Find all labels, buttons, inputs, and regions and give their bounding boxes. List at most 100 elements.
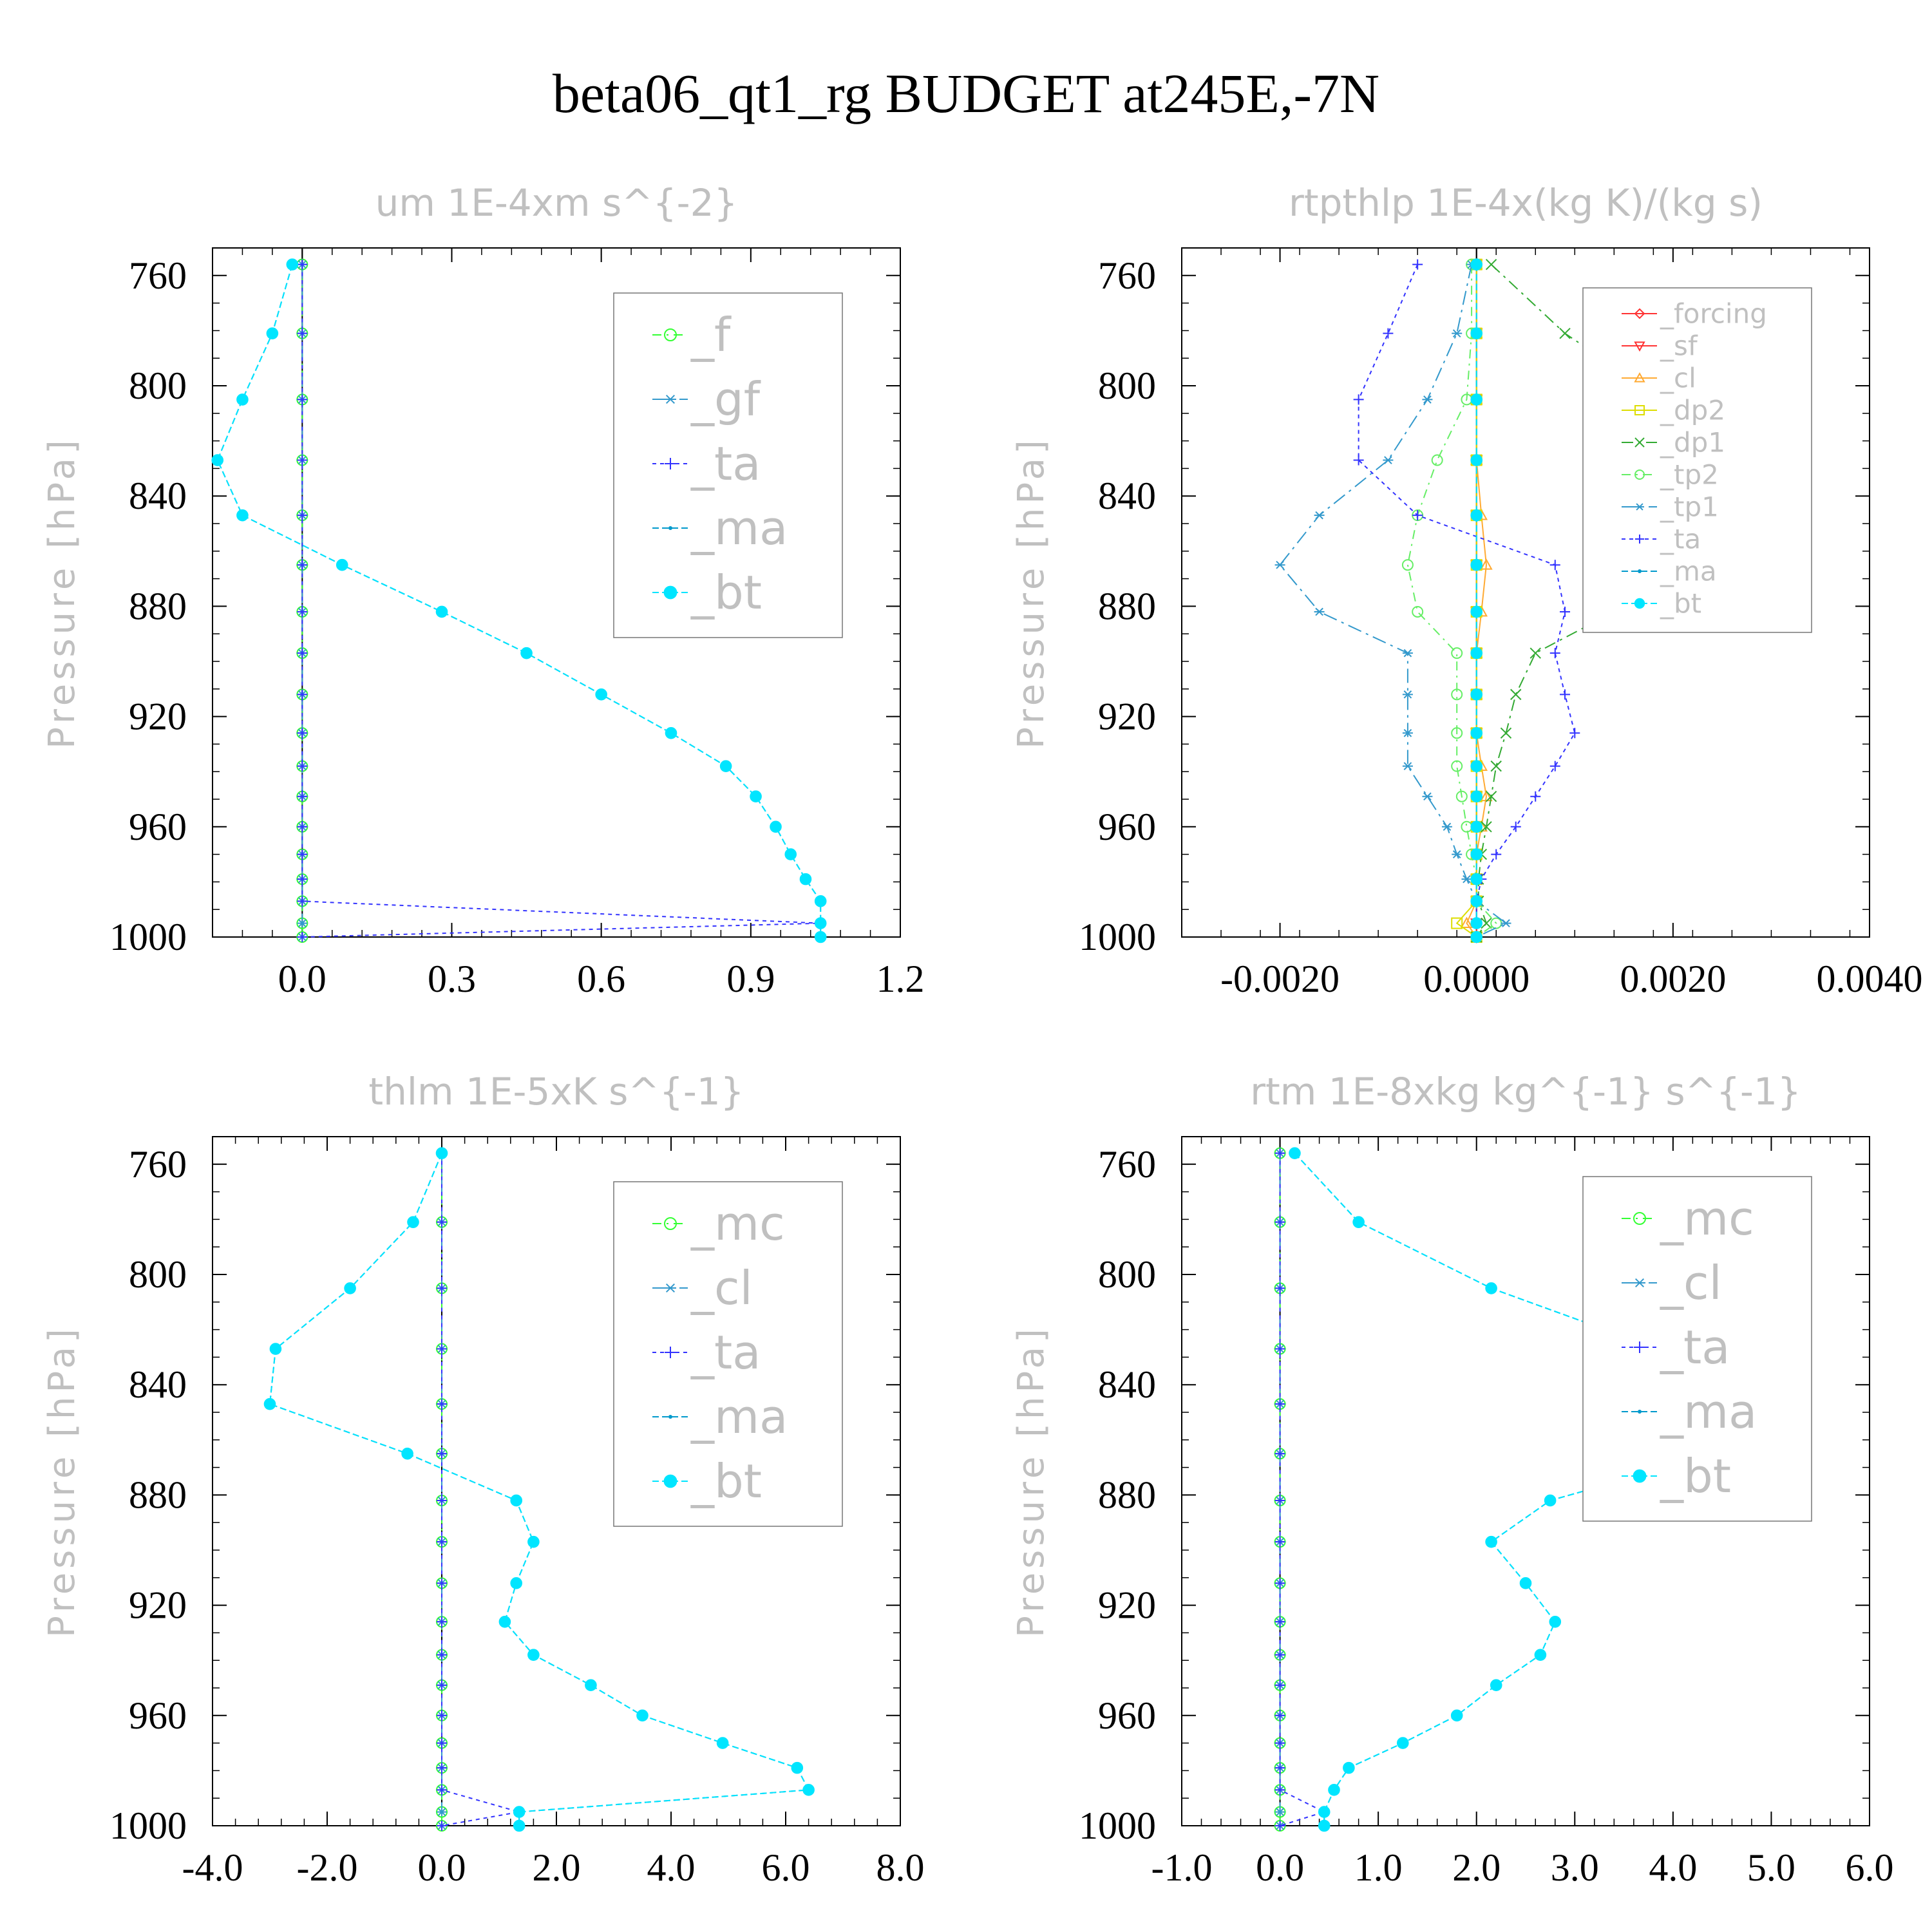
data-point [437, 1738, 447, 1748]
y-tick-label: 960 [129, 1694, 187, 1737]
data-point [297, 510, 308, 521]
data-point [1441, 822, 1452, 831]
data-point [1328, 1784, 1340, 1796]
data-point [1470, 509, 1483, 522]
legend-marker [665, 1347, 676, 1358]
data-point [1510, 688, 1522, 701]
data-point [770, 820, 782, 833]
data-point [1490, 1679, 1502, 1692]
data-point [236, 509, 249, 522]
legend-marker [663, 585, 677, 600]
y-tick-label: 1000 [109, 916, 187, 958]
x-tick-label: 0.9 [726, 958, 775, 1000]
y-tick-label: 920 [129, 696, 187, 738]
data-point [437, 1578, 447, 1589]
x-tick-label: 0.0 [1256, 1846, 1304, 1889]
series-line-tp1 [1279, 264, 1508, 938]
legend-label: _mc [690, 1197, 785, 1251]
data-point [1500, 727, 1512, 739]
data-point [1559, 327, 1571, 339]
y-tick-label: 1000 [1079, 916, 1156, 958]
data-point [527, 1649, 540, 1661]
legend-marker [664, 328, 677, 341]
legend-label: _ta [690, 1325, 761, 1379]
legend-marker [1633, 1212, 1646, 1225]
data-point [814, 931, 827, 943]
x-tick-label: 3.0 [1551, 1846, 1599, 1889]
data-point [236, 393, 249, 406]
data-point [1402, 649, 1413, 658]
data-point [437, 1217, 447, 1227]
legend-marker [1634, 598, 1645, 609]
y-axis-label: Pressure [hPa] [1010, 436, 1052, 749]
data-point [437, 1785, 447, 1795]
legend-marker [665, 458, 676, 469]
data-point [1470, 327, 1483, 339]
data-point [1470, 558, 1483, 571]
data-point [527, 1535, 540, 1548]
legend-marker [1635, 503, 1644, 511]
data-point [1274, 1217, 1285, 1227]
data-point [1352, 1216, 1365, 1228]
data-point [1353, 394, 1364, 405]
data-point [1412, 605, 1424, 618]
y-tick-label: 960 [129, 806, 187, 848]
data-point [1470, 917, 1483, 929]
x-tick-label: 6.0 [762, 1846, 810, 1889]
data-point [1314, 607, 1325, 616]
data-point [1470, 393, 1483, 406]
x-tick-label: 6.0 [1846, 1846, 1894, 1889]
data-point [1274, 1680, 1285, 1690]
data-point [297, 560, 308, 571]
data-point [1289, 1147, 1301, 1159]
y-tick-label: 800 [1098, 1253, 1156, 1296]
data-point [513, 1806, 526, 1818]
chart-panel-3: thlm 1E-5xK s^{-1} Pressure [hPa] 760 800 84… [41, 1070, 925, 1889]
legend-marker [1635, 535, 1644, 544]
y-tick-label: 1000 [109, 1804, 187, 1847]
legend-label: _cl [690, 1261, 753, 1315]
data-point [1470, 726, 1483, 739]
figure-title: beta06_qt1_rg BUDGET at245E,-7N [552, 62, 1380, 124]
y-tick-label: 880 [129, 585, 187, 627]
data-point [1530, 647, 1541, 659]
data-point [1480, 558, 1493, 570]
plot-frame [1181, 247, 1870, 938]
data-point [510, 1494, 523, 1507]
data-point [1470, 647, 1483, 659]
legend-label: _bt [1660, 588, 1701, 620]
data-point [297, 849, 308, 860]
chart-panel-2: rtpthlp 1E-4x(kg K)/(kg s) Pressure [hPa]… [1010, 181, 1923, 1000]
data-point [263, 1397, 276, 1410]
data-point [1485, 791, 1497, 802]
panel-title: rtpthlp 1E-4x(kg K)/(kg s) [1289, 181, 1763, 225]
data-point [1490, 760, 1502, 772]
data-point [1314, 511, 1325, 520]
data-point [665, 726, 677, 739]
data-point [784, 848, 797, 860]
data-point [1519, 1577, 1532, 1589]
data-point [1452, 850, 1463, 858]
series-line-tp2 [1406, 264, 1497, 938]
y-tick-label: 960 [1098, 806, 1156, 848]
legend-label: _tp2 [1660, 459, 1719, 491]
legend-marker [1634, 341, 1645, 352]
data-point [1274, 1785, 1285, 1795]
data-point [1470, 688, 1483, 701]
legend-box [613, 292, 843, 638]
legend-label: _dp2 [1660, 395, 1725, 426]
data-point [1412, 259, 1423, 270]
legend-marker [1634, 437, 1645, 448]
data-point [716, 1737, 729, 1749]
legend-label: _gf [690, 372, 761, 426]
x-tick-label: 8.0 [876, 1846, 925, 1889]
data-point [1549, 648, 1560, 659]
data-point [1274, 1738, 1285, 1748]
data-point [1501, 919, 1511, 927]
x-tick-label: 0.3 [428, 958, 476, 1000]
data-point [297, 648, 308, 659]
legend-label: _ta [690, 437, 761, 491]
y-axis-label: Pressure [hPa] [41, 436, 83, 749]
data-point [1274, 1148, 1285, 1159]
